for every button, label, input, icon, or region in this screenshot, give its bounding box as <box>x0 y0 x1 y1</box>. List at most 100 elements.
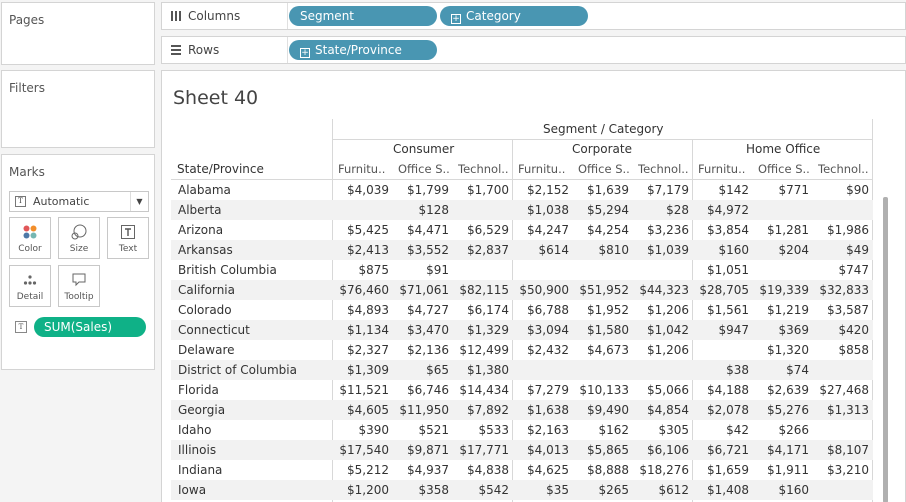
table-cell[interactable]: $771 <box>778 183 809 197</box>
table-cell[interactable]: $533 <box>478 423 509 437</box>
table-cell[interactable]: $1,329 <box>467 323 509 337</box>
table-cell[interactable]: $614 <box>538 243 569 257</box>
category-header[interactable]: Technol.. <box>638 162 689 176</box>
table-cell[interactable]: $3,587 <box>827 303 869 317</box>
segment-header-home-office[interactable]: Home Office <box>746 142 821 156</box>
table-cell[interactable]: $4,247 <box>527 223 569 237</box>
table-cell[interactable]: $1,408 <box>707 483 749 497</box>
table-cell[interactable]: $71,061 <box>399 283 449 297</box>
table-cell[interactable]: $1,206 <box>647 343 689 357</box>
table-cell[interactable]: $8,107 <box>827 443 869 457</box>
table-cell[interactable]: $4,937 <box>407 463 449 477</box>
state-label[interactable]: Indiana <box>178 463 223 477</box>
row-header-state[interactable]: State/Province <box>177 162 264 176</box>
segment-header-corporate[interactable]: Corporate <box>572 142 632 156</box>
state-province-pill[interactable]: + State/Province <box>289 40 437 60</box>
category-header[interactable]: Furnitu.. <box>338 162 386 176</box>
table-cell[interactable]: $747 <box>838 263 869 277</box>
table-cell[interactable]: $44,323 <box>639 283 689 297</box>
table-cell[interactable]: $14,434 <box>459 383 509 397</box>
table-cell[interactable]: $4,972 <box>707 203 749 217</box>
table-cell[interactable]: $142 <box>718 183 749 197</box>
state-label[interactable]: Idaho <box>178 423 212 437</box>
expand-plus-icon[interactable]: + <box>300 48 310 58</box>
table-cell[interactable]: $91 <box>426 263 449 277</box>
table-cell[interactable]: $2,136 <box>407 343 449 357</box>
table-cell[interactable]: $19,339 <box>759 283 809 297</box>
table-cell[interactable]: $5,425 <box>347 223 389 237</box>
table-cell[interactable]: $17,540 <box>339 443 389 457</box>
table-cell[interactable]: $17,771 <box>459 443 509 457</box>
table-cell[interactable]: $162 <box>598 423 629 437</box>
table-cell[interactable]: $1,700 <box>467 183 509 197</box>
table-cell[interactable]: $1,051 <box>707 263 749 277</box>
state-label[interactable]: Connecticut <box>178 323 250 337</box>
state-label[interactable]: Arizona <box>178 223 224 237</box>
table-cell[interactable]: $82,115 <box>459 283 509 297</box>
table-cell[interactable]: $4,854 <box>647 403 689 417</box>
table-cell[interactable]: $369 <box>778 323 809 337</box>
table-cell[interactable]: $858 <box>838 343 869 357</box>
table-cell[interactable]: $1,039 <box>647 243 689 257</box>
state-label[interactable]: Alabama <box>178 183 231 197</box>
table-cell[interactable]: $265 <box>598 483 629 497</box>
table-cell[interactable]: $358 <box>418 483 449 497</box>
table-cell[interactable]: $266 <box>778 423 809 437</box>
table-cell[interactable]: $18,276 <box>639 463 689 477</box>
state-label[interactable]: Georgia <box>178 403 226 417</box>
table-cell[interactable]: $49 <box>846 243 869 257</box>
table-cell[interactable]: $4,727 <box>407 303 449 317</box>
table-cell[interactable]: $3,236 <box>647 223 689 237</box>
table-cell[interactable]: $9,490 <box>587 403 629 417</box>
table-cell[interactable]: $204 <box>778 243 809 257</box>
detail-button[interactable]: Detail <box>9 265 51 307</box>
table-cell[interactable]: $5,276 <box>767 403 809 417</box>
rows-shelf[interactable]: Rows + State/Province <box>161 36 906 64</box>
table-cell[interactable]: $4,188 <box>707 383 749 397</box>
table-cell[interactable]: $1,309 <box>347 363 389 377</box>
table-cell[interactable]: $1,911 <box>767 463 809 477</box>
table-cell[interactable]: $2,413 <box>347 243 389 257</box>
table-cell[interactable]: $65 <box>426 363 449 377</box>
color-button[interactable]: Color <box>9 217 51 259</box>
table-cell[interactable]: $542 <box>478 483 509 497</box>
table-cell[interactable]: $6,746 <box>407 383 449 397</box>
table-cell[interactable]: $2,152 <box>527 183 569 197</box>
table-cell[interactable]: $6,174 <box>467 303 509 317</box>
table-cell[interactable]: $9,871 <box>407 443 449 457</box>
table-cell[interactable]: $1,313 <box>827 403 869 417</box>
category-header[interactable]: Furnitu.. <box>518 162 566 176</box>
sum-sales-pill[interactable]: SUM(Sales) <box>34 317 146 337</box>
table-cell[interactable]: $4,013 <box>527 443 569 457</box>
table-cell[interactable]: $42 <box>726 423 749 437</box>
table-cell[interactable]: $50,900 <box>519 283 569 297</box>
table-cell[interactable]: $4,171 <box>767 443 809 457</box>
table-cell[interactable]: $1,320 <box>767 343 809 357</box>
expand-plus-icon[interactable]: + <box>451 14 461 24</box>
table-cell[interactable]: $2,163 <box>527 423 569 437</box>
table-cell[interactable]: $521 <box>418 423 449 437</box>
table-cell[interactable]: $6,529 <box>467 223 509 237</box>
table-cell[interactable]: $1,038 <box>527 203 569 217</box>
category-header[interactable]: Furnitu.. <box>698 162 746 176</box>
table-cell[interactable]: $4,254 <box>587 223 629 237</box>
category-header[interactable]: Technol.. <box>458 162 509 176</box>
table-cell[interactable]: $1,639 <box>587 183 629 197</box>
segment-header-consumer[interactable]: Consumer <box>393 142 455 156</box>
table-cell[interactable]: $90 <box>846 183 869 197</box>
table-cell[interactable]: $1,134 <box>347 323 389 337</box>
state-label[interactable]: Alberta <box>178 203 222 217</box>
table-cell[interactable]: $28 <box>666 203 689 217</box>
table-cell[interactable]: $2,327 <box>347 343 389 357</box>
vertical-scrollbar[interactable] <box>883 197 888 502</box>
table-cell[interactable]: $38 <box>726 363 749 377</box>
tooltip-button[interactable]: Tooltip <box>58 265 100 307</box>
table-cell[interactable]: $2,639 <box>767 383 809 397</box>
state-label[interactable]: District of Columbia <box>178 363 297 377</box>
table-cell[interactable]: $76,460 <box>339 283 389 297</box>
table-cell[interactable]: $2,078 <box>707 403 749 417</box>
table-cell[interactable]: $160 <box>778 483 809 497</box>
table-cell[interactable]: $2,837 <box>467 243 509 257</box>
state-label[interactable]: Delaware <box>178 343 235 357</box>
table-cell[interactable]: $4,471 <box>407 223 449 237</box>
